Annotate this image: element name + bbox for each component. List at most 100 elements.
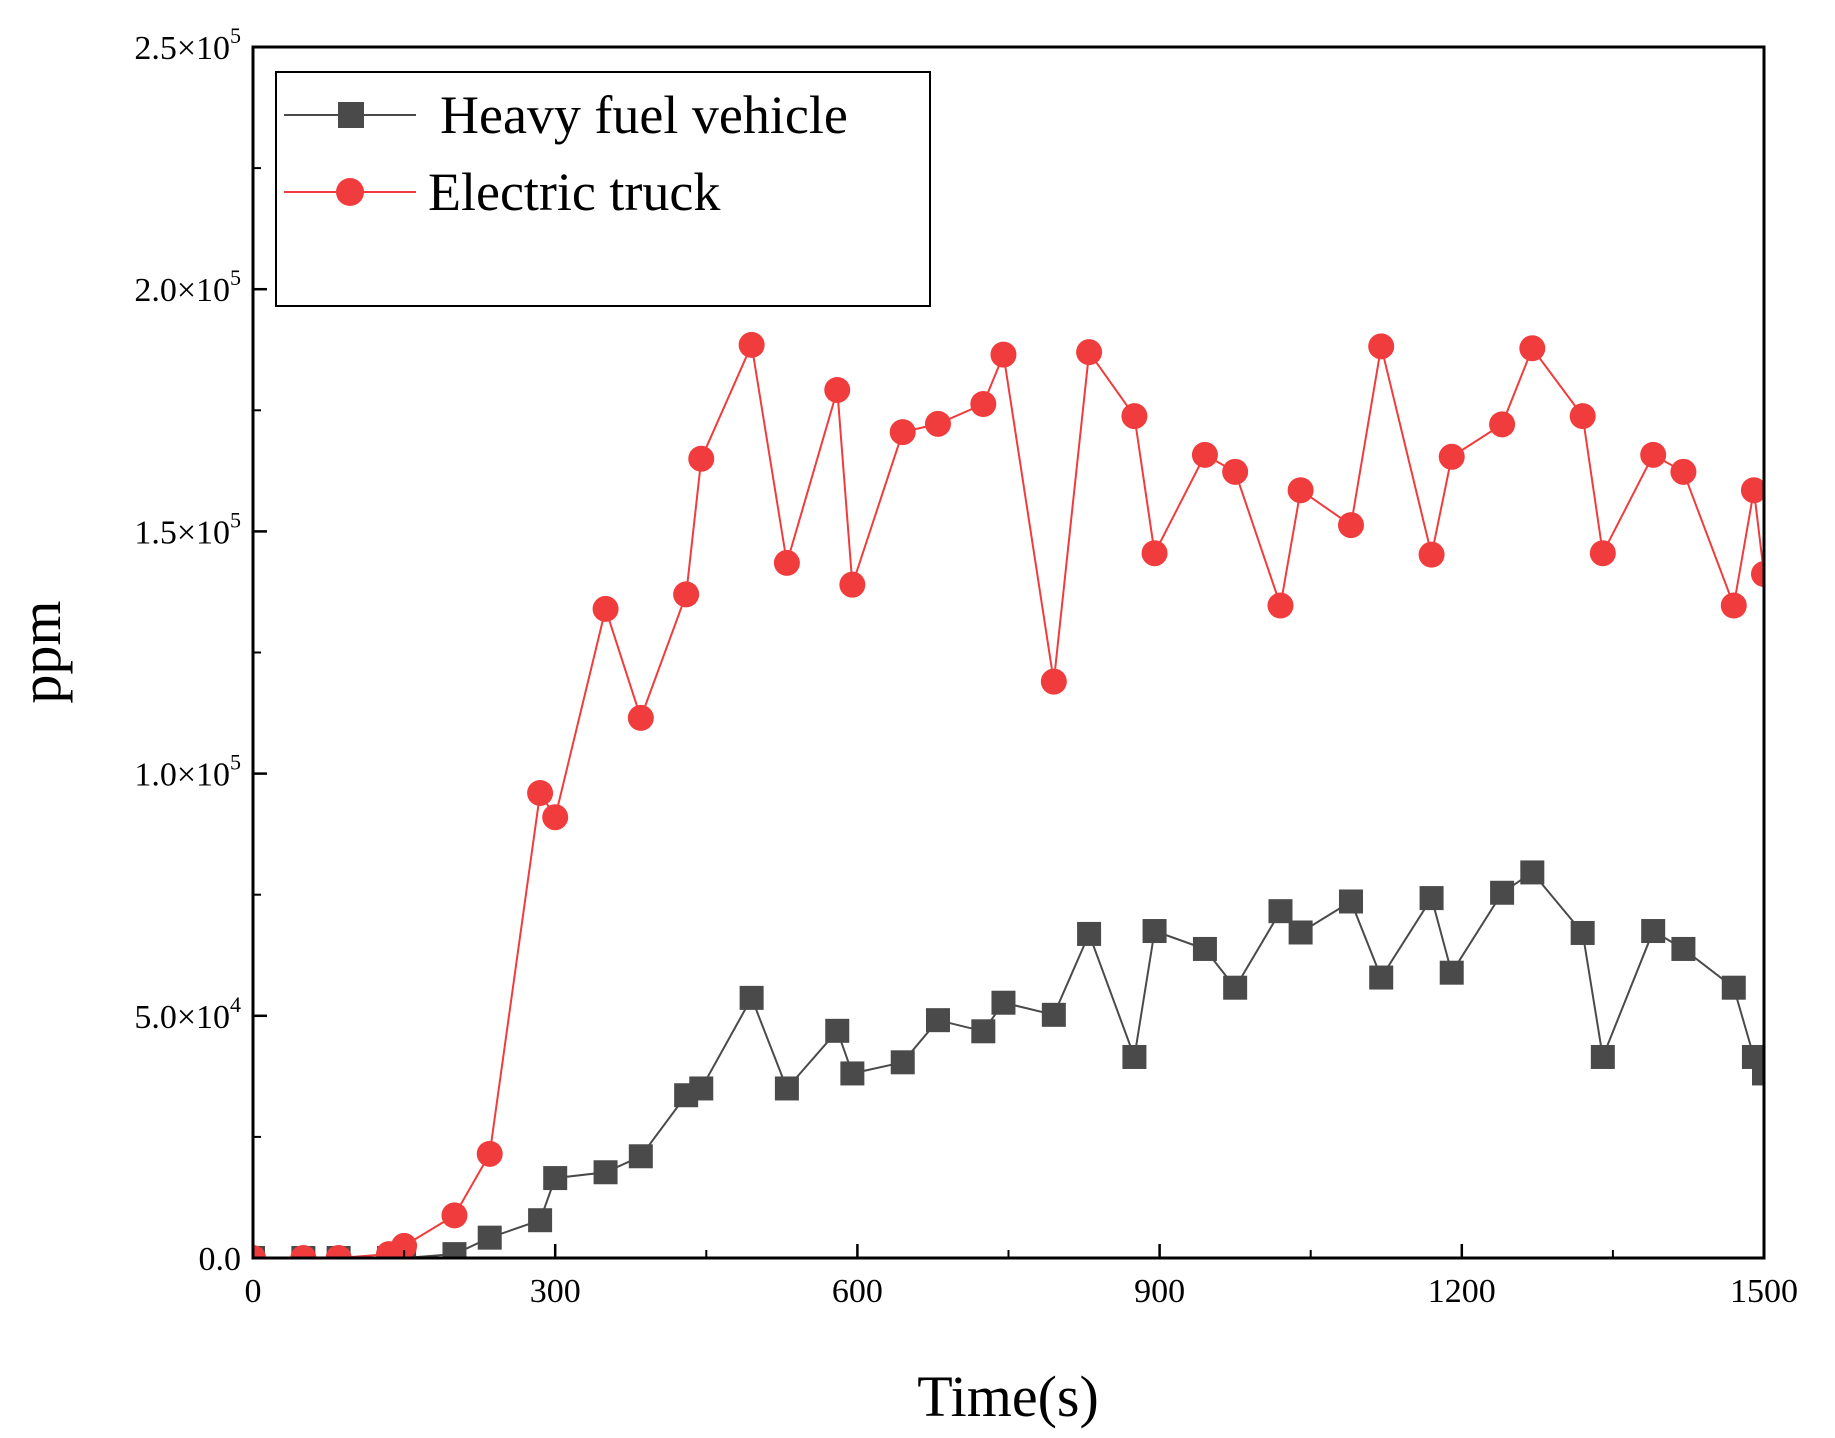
data-point [1077, 921, 1102, 946]
legend-label: Heavy fuel vehicle [440, 85, 848, 145]
data-point [1489, 411, 1516, 438]
data-point [1670, 458, 1697, 485]
data-point [1191, 441, 1218, 468]
data-point [825, 1018, 850, 1043]
series-line [253, 871, 1764, 1258]
data-point [739, 985, 764, 1010]
legend-label: Electric truck [428, 162, 720, 222]
data-point [1369, 965, 1394, 990]
data-point [325, 1245, 352, 1258]
data-point [890, 1050, 915, 1075]
data-point [1740, 477, 1764, 504]
y-tick-label: 5.0×104 [134, 992, 241, 1036]
y-tick-label: 2.5×105 [134, 23, 241, 67]
data-point [1121, 403, 1148, 430]
data-point [1122, 1044, 1147, 1069]
x-axis-title: Time(s) [917, 1364, 1099, 1429]
x-tick-label: 300 [530, 1273, 581, 1310]
data-point [1641, 919, 1666, 944]
data-point [1337, 512, 1364, 539]
data-point [840, 1061, 865, 1086]
data-point [593, 1160, 618, 1185]
x-tick-label: 0 [245, 1273, 262, 1310]
data-point [924, 410, 951, 437]
data-point [1267, 592, 1294, 619]
data-point [991, 990, 1016, 1015]
legend-marker [338, 102, 364, 128]
data-point [442, 1242, 467, 1258]
series-0 [253, 860, 1764, 1258]
legend-marker [336, 178, 364, 206]
data-point [1041, 1002, 1066, 1027]
data-point [889, 419, 916, 446]
data-point [673, 581, 700, 608]
series-1 [253, 331, 1764, 1258]
data-point [1141, 540, 1168, 567]
y-tick-label: 1.5×105 [134, 507, 241, 551]
legend: Heavy fuel vehicle Electric truck [275, 71, 931, 307]
y-tick-label: 1.0×105 [134, 750, 241, 794]
data-point [1570, 920, 1595, 945]
data-point [774, 1076, 799, 1101]
data-point [527, 779, 554, 806]
data-point [477, 1225, 502, 1250]
data-point [689, 1076, 714, 1101]
data-point [528, 1208, 553, 1233]
data-point [542, 804, 569, 831]
data-point [627, 704, 654, 731]
x-tick-label: 1200 [1428, 1273, 1496, 1310]
legend-item: Heavy fuel vehicle [284, 85, 848, 145]
data-point [688, 445, 715, 472]
data-point [1268, 899, 1293, 924]
data-point [1338, 889, 1363, 914]
data-point [290, 1245, 317, 1258]
data-point [1751, 561, 1764, 588]
data-point [253, 1245, 266, 1258]
data-point [925, 1008, 950, 1033]
data-point [971, 1019, 996, 1044]
data-point [1589, 540, 1616, 567]
y-tick-label: 0.0 [199, 1241, 242, 1278]
data-point [1368, 333, 1395, 360]
data-point [1418, 541, 1445, 568]
data-point [1519, 335, 1546, 362]
legend-box [275, 71, 931, 307]
data-point [1287, 477, 1314, 504]
data-point [1419, 886, 1444, 911]
legend-item: Electric truck [284, 162, 720, 222]
data-point [738, 331, 765, 358]
x-tick-label: 1500 [1730, 1273, 1798, 1310]
data-point [1438, 443, 1465, 470]
data-point [1671, 936, 1696, 961]
data-point [1490, 880, 1515, 905]
data-point [391, 1232, 418, 1258]
y-tick-label: 2.0×105 [134, 265, 241, 309]
data-point [592, 595, 619, 622]
data-point [990, 341, 1017, 368]
data-point [1520, 860, 1545, 885]
data-point [1720, 592, 1747, 619]
data-point [824, 376, 851, 403]
data-point [628, 1144, 653, 1169]
data-point [1222, 458, 1249, 485]
data-point [970, 391, 997, 418]
series-layer [253, 331, 1764, 1258]
data-point [1640, 441, 1667, 468]
x-tick-label: 600 [832, 1273, 883, 1310]
legend-items: Heavy fuel vehicle Electric truck [284, 85, 848, 222]
y-axis-title: ppm [8, 600, 73, 703]
data-point [1288, 920, 1313, 945]
axis-labels: 0 300 600 900 1200 1500 0.0 5.0×104 1.0×105 1.5×1… [134, 23, 1798, 1310]
data-point [773, 549, 800, 576]
data-point [1439, 960, 1464, 985]
x-tick-label: 900 [1134, 1273, 1185, 1310]
data-point [1752, 1061, 1764, 1086]
axis-ticks [251, 45, 1766, 1260]
data-point [839, 571, 866, 598]
data-point [1142, 919, 1167, 944]
data-point [1721, 975, 1746, 1000]
data-point [543, 1166, 568, 1191]
data-point [1040, 668, 1067, 695]
